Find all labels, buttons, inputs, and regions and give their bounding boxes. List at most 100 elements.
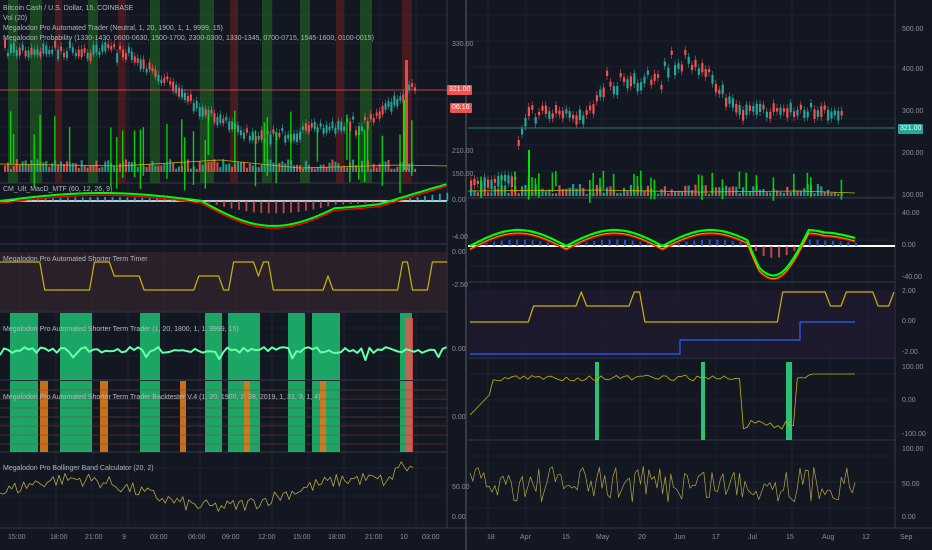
candle	[86, 52, 89, 59]
candle	[63, 52, 65, 58]
left-volume-legend[interactable]: Vol (20)	[3, 15, 28, 22]
macd-histogram-bar	[230, 201, 233, 209]
candle	[80, 49, 83, 58]
macd-histogram-bar	[44, 198, 47, 201]
volume-bar	[304, 160, 307, 172]
signal-bar	[612, 173, 615, 195]
left-macd-axis-tick: 0.00	[452, 197, 466, 204]
left-bollinger-axis-tick: 50.00	[452, 484, 470, 491]
right-main-axis-tick: 100.00	[902, 192, 924, 199]
candle	[334, 127, 337, 134]
candle	[796, 109, 799, 116]
volume-bar	[51, 163, 54, 172]
signal-bar	[122, 130, 124, 178]
session-band	[262, 0, 272, 183]
macd-histogram-bar	[349, 201, 352, 205]
macd-histogram-bar	[372, 201, 374, 203]
macd-histogram-bar	[81, 197, 84, 201]
volume-bar	[322, 164, 325, 172]
volume-bar	[319, 164, 322, 172]
right-bollinger-axis-tick: 50.00	[902, 481, 920, 488]
signal-bar	[366, 120, 369, 167]
left-backtester-legend[interactable]: Megalodon Pro Automated Shorter Term Tra…	[3, 394, 321, 401]
candle	[122, 49, 124, 58]
candle	[381, 105, 384, 115]
candle	[313, 121, 316, 130]
trader-band	[205, 313, 222, 380]
candle	[65, 51, 68, 58]
left-probability-legend[interactable]: Megalodon Probability (1330-1430, 0600-0…	[3, 35, 374, 42]
left-bollinger-legend[interactable]: Megalodon Pro Bollinger Band Calculator …	[3, 465, 154, 472]
left-time-tick: 9	[122, 534, 126, 541]
signal-bar	[806, 172, 809, 189]
candle	[565, 109, 568, 114]
volume-bar	[704, 185, 707, 196]
macd-histogram-bar	[731, 241, 734, 246]
candle	[548, 111, 551, 120]
candle	[71, 47, 74, 53]
candle	[27, 50, 30, 58]
signal-bar	[711, 172, 713, 194]
candle	[343, 126, 346, 131]
candle	[691, 65, 694, 71]
session-band	[55, 0, 62, 183]
volume-bar	[77, 167, 80, 172]
left-timer-legend[interactable]: Megalodon Pro Automated Shorter Term Tim…	[3, 256, 148, 263]
candle	[240, 130, 242, 136]
candle	[228, 121, 231, 130]
candle	[558, 110, 561, 115]
volume-bar	[670, 189, 673, 196]
candle	[68, 41, 71, 49]
left-macd-legend[interactable]: CM_Ult_MacD_MTF (60, 12, 26, 9)	[3, 186, 113, 193]
signal-bar	[514, 171, 516, 193]
candle	[840, 110, 843, 116]
candle	[222, 118, 225, 124]
volume-bar	[287, 159, 290, 172]
signal-bar	[534, 178, 537, 195]
candle	[657, 74, 660, 78]
candle	[414, 87, 417, 91]
volume-bar	[476, 192, 479, 196]
macd-histogram-bar	[608, 239, 611, 246]
candle	[697, 68, 700, 75]
right-time-tick: Sep	[900, 534, 913, 541]
volume-bar	[86, 167, 89, 172]
candle	[782, 108, 785, 112]
macd-histogram-bar	[531, 240, 534, 246]
candle	[57, 49, 60, 60]
left-countdown-badge: 06:16	[450, 103, 472, 113]
macd-histogram-bar	[785, 246, 788, 256]
volume-bar	[195, 168, 198, 172]
volume-bar	[299, 165, 301, 172]
candle	[789, 102, 792, 113]
volume-bar	[660, 189, 663, 196]
left-time-tick: 15:00	[293, 534, 311, 541]
volume-bar	[251, 165, 254, 172]
candle	[487, 179, 490, 188]
volume-bar	[337, 163, 340, 172]
right-timer-axis-tick: 0.00	[902, 318, 916, 325]
candle	[636, 82, 639, 92]
candle	[18, 47, 21, 56]
candle	[110, 45, 113, 50]
candle	[714, 83, 717, 93]
candle	[606, 70, 609, 76]
candle	[319, 123, 322, 127]
candle	[325, 125, 328, 133]
macd-histogram-bar	[754, 246, 757, 252]
right-main-axis-tick: 400.00	[902, 66, 924, 73]
candle	[779, 107, 782, 115]
macd-histogram-bar	[89, 197, 92, 201]
signal-bar	[697, 174, 700, 193]
candle	[6, 52, 9, 57]
timer-band	[0, 252, 447, 312]
volume-bar	[36, 159, 39, 172]
volume-bar	[606, 187, 609, 196]
left-automated-trader-legend[interactable]: Megalodon Pro Automated Trader (Neutral,…	[3, 25, 223, 32]
right-time-tick: 15	[786, 534, 794, 541]
left-trader-legend[interactable]: Megalodon Pro Automated Shorter Term Tra…	[3, 326, 239, 333]
macd-histogram-bar	[267, 201, 270, 214]
volume-bar	[643, 190, 646, 196]
volume-bar	[378, 163, 381, 172]
